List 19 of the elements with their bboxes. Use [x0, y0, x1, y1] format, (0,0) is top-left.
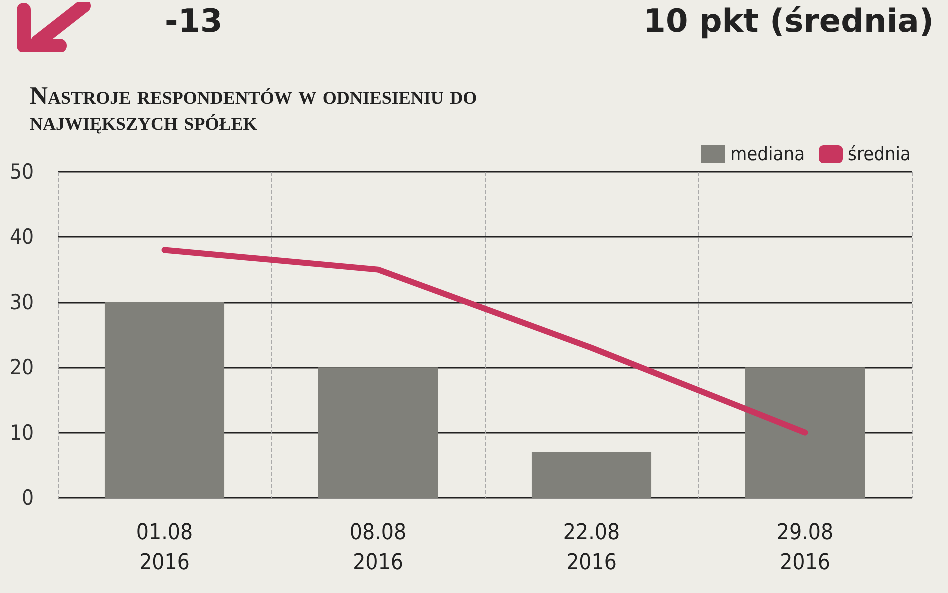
y-tick-label: 40: [10, 225, 34, 250]
x-tick-label: 22.08 2016: [563, 520, 620, 576]
text: 10 pkt (średnia): [644, 2, 934, 40]
x-tick-label: 01.08 2016: [136, 520, 194, 576]
bar: [532, 452, 652, 498]
bar: [318, 368, 438, 498]
legend-label: średnia: [848, 144, 912, 166]
y-tick-label: 20: [10, 356, 34, 380]
y-tick-label: 0: [22, 486, 34, 510]
x-tick-label: 29.08 2016: [776, 520, 834, 576]
chart-title: Nastroje respondentów w odniesieniu do największych spółek: [30, 83, 478, 136]
y-tick-label: 30: [10, 290, 34, 314]
bar: [104, 302, 225, 498]
y-tick-label: 50: [10, 160, 34, 184]
text: -13: [165, 2, 223, 40]
x-tick-label: 08.08 2016: [350, 520, 407, 576]
y-tick-label: 10: [10, 420, 34, 445]
legend-label: mediana: [730, 144, 806, 166]
bar: [745, 368, 866, 498]
